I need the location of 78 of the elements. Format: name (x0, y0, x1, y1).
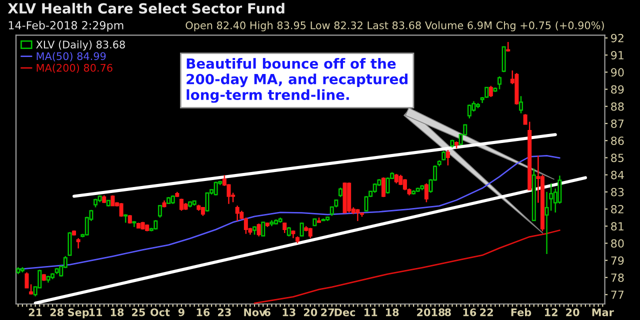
candlestick (282, 222, 287, 234)
y-tick-label: 80 (611, 239, 624, 248)
x-tick-label: Sep (68, 308, 89, 318)
candlestick (300, 222, 304, 238)
y-tick-label: 90 (611, 68, 624, 77)
x-tick-label: 16 (196, 308, 210, 316)
x-tick-label: 22 (480, 308, 493, 316)
candlestick (286, 226, 291, 238)
x-tick-label: 9 (178, 308, 184, 316)
y-tick-label: 89 (611, 85, 624, 94)
candlestick (394, 173, 398, 184)
y-tick-label: 85 (611, 154, 624, 162)
x-tick-label: 16 (463, 308, 476, 316)
x-tick-label: 8 (444, 308, 451, 316)
candlestick (158, 204, 162, 218)
x-tick-label: 11 (89, 308, 102, 316)
y-tick-label: 79 (611, 256, 624, 265)
x-tick-label: 27 (321, 308, 334, 316)
text: Open 82.40 High 83.95 Low 82.32 Last 83.68 Volume 6.9M Chg +0.75 (+0.90%) (186, 21, 604, 32)
candlestick (235, 204, 240, 222)
x-tick-label: 18 (386, 308, 399, 316)
x-tick-label: 18 (110, 308, 124, 316)
candlestick (424, 182, 428, 203)
candlestick (498, 76, 502, 90)
x-tick-label: 6 (264, 308, 270, 316)
x-tick-label: 20 (566, 308, 580, 316)
y-tick-label: 83 (611, 188, 624, 196)
y-tick-label: 78 (611, 273, 624, 282)
legend-label: MA(200) 80.76 (36, 64, 112, 73)
candlestick (467, 104, 472, 119)
y-tick-label: 81 (611, 222, 624, 231)
y-tick-label: 91 (611, 51, 624, 60)
y-tick-label: 88 (611, 102, 624, 111)
candlestick (119, 202, 124, 218)
candlestick (261, 221, 266, 238)
candlestick (488, 85, 493, 98)
candlestick (24, 272, 29, 288)
x-tick-label: 20 (304, 308, 318, 316)
x-tick-label: Oct (150, 308, 170, 316)
candlestick (484, 86, 489, 98)
x-tick-label: 23 (218, 308, 231, 316)
candlestick (442, 150, 446, 161)
candlestick (205, 192, 210, 212)
candlestick (381, 176, 386, 198)
candlestick (76, 238, 80, 250)
x-tick-label: 28 (50, 308, 64, 316)
y-tick-label: 92 (611, 34, 624, 42)
candlestick (256, 222, 261, 238)
legend-label: XLV (Daily) 83.68 (36, 40, 125, 50)
x-tick-label: Feb (511, 308, 532, 316)
x-tick-label: Dec (334, 308, 356, 316)
x-tick-label: 21 (28, 308, 42, 316)
x-tick-label: 12 (545, 308, 558, 316)
line-series (254, 230, 560, 304)
candlestick (214, 181, 218, 196)
x-tick-label: 2018 (417, 308, 445, 316)
legend-label: MA(50) 84.99 (36, 52, 106, 62)
x-tick-label: 25 (132, 308, 146, 316)
x-tick-label: Nov (244, 308, 266, 316)
y-tick-label: 82 (611, 205, 624, 214)
x-tick-label: Mar (592, 308, 614, 316)
x-tick-label: 13 (282, 308, 296, 316)
y-tick-label: 84 (611, 170, 624, 180)
candlestick (386, 176, 390, 194)
y-tick-label: 86 (611, 136, 624, 145)
y-tick-label: 87 (611, 119, 624, 128)
annotation: Beautiful bounce off of the 200-day MA, and recaptured long-term trend-line. (186, 58, 408, 103)
candlestick (338, 187, 342, 198)
chart-title: XLV Health Care Select Sector Fund (8, 2, 284, 14)
candlestick (356, 208, 360, 222)
line-series (17, 154, 560, 270)
x-tick-label: 11 (364, 308, 378, 316)
candlestick (472, 100, 476, 112)
y-tick-label: 77 (611, 290, 624, 299)
candlestick (446, 149, 450, 166)
candlestick (518, 95, 523, 114)
chart-subtitle: 14-Feb-2018 2:29pm (8, 20, 124, 32)
candlestick (68, 232, 72, 256)
